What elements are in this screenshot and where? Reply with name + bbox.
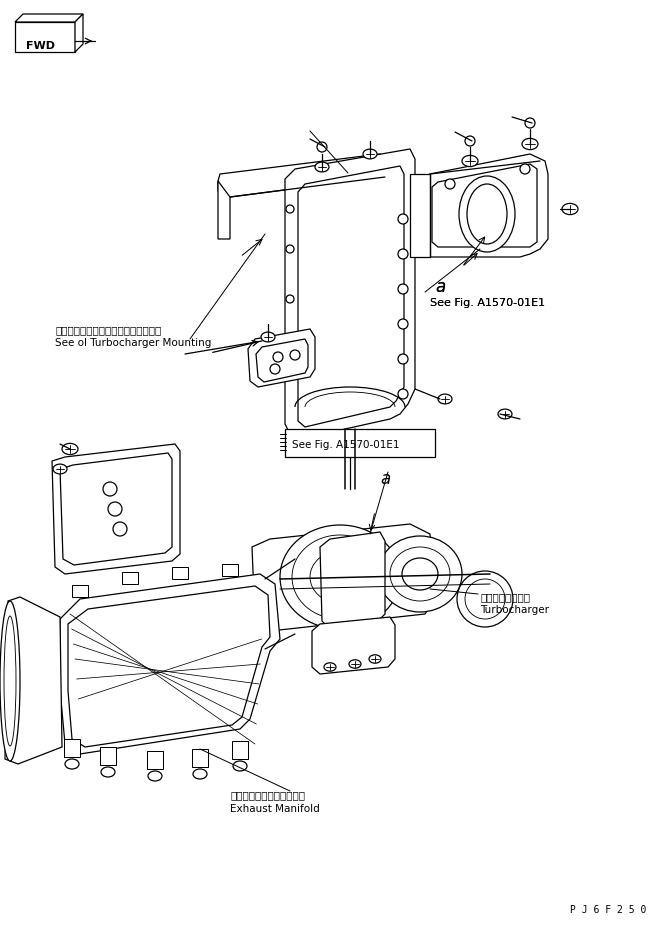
Ellipse shape — [290, 351, 300, 361]
Polygon shape — [218, 182, 230, 239]
Ellipse shape — [310, 551, 370, 603]
Ellipse shape — [398, 285, 408, 295]
Polygon shape — [122, 573, 138, 585]
Ellipse shape — [438, 394, 452, 405]
Ellipse shape — [445, 180, 455, 190]
Ellipse shape — [398, 250, 408, 260]
Text: Turbocharger: Turbocharger — [480, 604, 549, 614]
Ellipse shape — [324, 664, 336, 672]
Polygon shape — [222, 564, 238, 576]
Text: P J 6 F 2 5 0: P J 6 F 2 5 0 — [570, 904, 646, 914]
Polygon shape — [232, 741, 248, 759]
Ellipse shape — [349, 660, 361, 668]
Text: a: a — [435, 277, 445, 296]
Polygon shape — [100, 747, 116, 766]
Polygon shape — [15, 23, 75, 53]
Ellipse shape — [108, 502, 122, 517]
Ellipse shape — [465, 136, 475, 147]
Polygon shape — [60, 454, 172, 565]
Ellipse shape — [457, 572, 513, 627]
Ellipse shape — [525, 119, 535, 129]
Polygon shape — [15, 15, 83, 23]
Ellipse shape — [292, 535, 388, 619]
Ellipse shape — [465, 579, 505, 619]
Text: See Fig. A1570-01E1: See Fig. A1570-01E1 — [430, 298, 545, 308]
Polygon shape — [285, 149, 415, 440]
Ellipse shape — [325, 564, 355, 590]
Polygon shape — [192, 749, 208, 767]
Ellipse shape — [390, 548, 450, 601]
Polygon shape — [60, 574, 280, 754]
Polygon shape — [320, 533, 385, 629]
Polygon shape — [252, 524, 435, 631]
Ellipse shape — [402, 559, 438, 590]
Ellipse shape — [62, 444, 78, 455]
Ellipse shape — [65, 759, 79, 769]
Text: See ol Turbocharger Mounting: See ol Turbocharger Mounting — [55, 338, 211, 348]
Polygon shape — [248, 329, 315, 388]
Ellipse shape — [378, 536, 462, 612]
Bar — [285, 430, 435, 458]
Ellipse shape — [363, 150, 377, 160]
Ellipse shape — [286, 345, 294, 354]
Ellipse shape — [398, 390, 408, 400]
Ellipse shape — [286, 246, 294, 253]
Polygon shape — [410, 174, 430, 258]
Polygon shape — [172, 567, 188, 579]
Polygon shape — [312, 617, 395, 675]
Polygon shape — [218, 155, 395, 198]
Polygon shape — [432, 165, 537, 248]
Ellipse shape — [520, 165, 530, 174]
Polygon shape — [72, 586, 88, 598]
Ellipse shape — [498, 409, 512, 419]
Text: Exhaust Manifold: Exhaust Manifold — [230, 803, 320, 813]
Ellipse shape — [270, 365, 280, 375]
Text: See Fig. A1570-01E1: See Fig. A1570-01E1 — [430, 298, 545, 308]
Polygon shape — [75, 15, 83, 53]
Ellipse shape — [467, 185, 507, 245]
Polygon shape — [64, 740, 80, 757]
Ellipse shape — [4, 616, 16, 746]
Ellipse shape — [286, 296, 294, 303]
Ellipse shape — [113, 522, 127, 536]
Ellipse shape — [398, 214, 408, 225]
Text: a: a — [380, 470, 390, 487]
Ellipse shape — [103, 483, 117, 496]
Polygon shape — [298, 167, 404, 428]
Ellipse shape — [233, 761, 247, 771]
Polygon shape — [68, 586, 270, 747]
Ellipse shape — [101, 767, 115, 777]
Ellipse shape — [317, 143, 327, 153]
Ellipse shape — [462, 156, 478, 167]
Ellipse shape — [398, 319, 408, 329]
Ellipse shape — [315, 163, 329, 173]
Ellipse shape — [261, 333, 275, 342]
Text: a: a — [435, 277, 445, 296]
Polygon shape — [147, 751, 163, 769]
Text: ターボチャージャ: ターボチャージャ — [480, 591, 530, 601]
Polygon shape — [420, 155, 548, 258]
Ellipse shape — [193, 769, 207, 780]
Ellipse shape — [562, 204, 578, 215]
Ellipse shape — [286, 206, 294, 213]
Text: FWD: FWD — [25, 41, 55, 51]
Ellipse shape — [273, 353, 283, 363]
Ellipse shape — [522, 139, 538, 150]
Ellipse shape — [280, 525, 400, 629]
Text: エキゾーストマニホールド: エキゾーストマニホールド — [230, 789, 305, 799]
Text: See Fig. A1570-01E1: See Fig. A1570-01E1 — [292, 440, 400, 449]
Ellipse shape — [0, 601, 20, 761]
Polygon shape — [5, 598, 62, 764]
Ellipse shape — [369, 655, 381, 664]
Ellipse shape — [148, 771, 162, 781]
Text: ターボチャージャマウンティング参照: ターボチャージャマウンティング参照 — [55, 325, 161, 335]
Ellipse shape — [459, 177, 515, 252]
Ellipse shape — [398, 354, 408, 365]
Ellipse shape — [53, 465, 67, 474]
Polygon shape — [256, 340, 308, 382]
Polygon shape — [52, 445, 180, 574]
